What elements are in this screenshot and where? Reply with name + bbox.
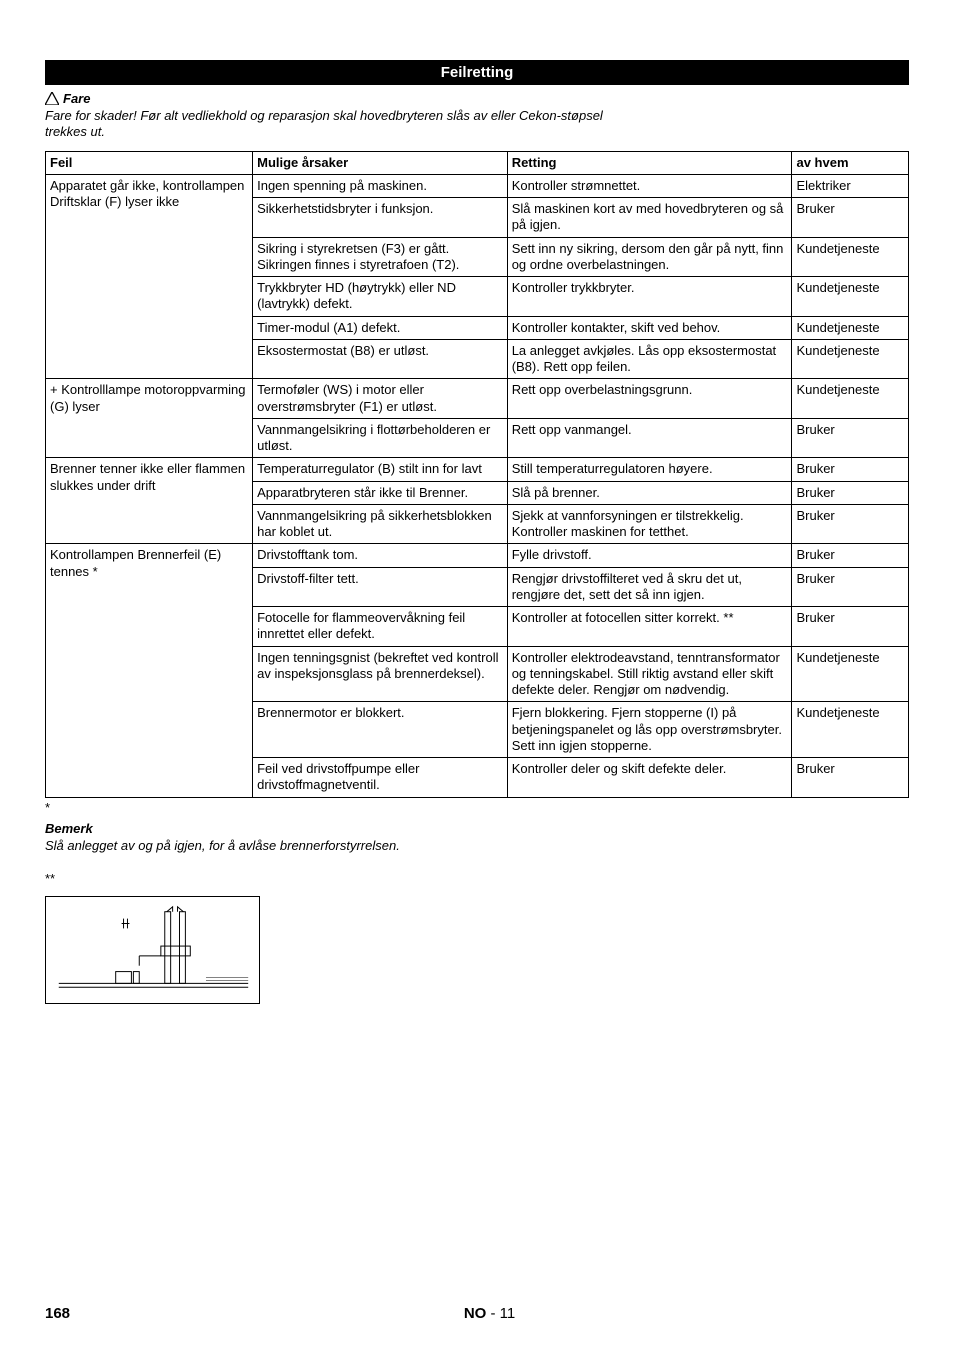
cell-avhvem: Bruker xyxy=(792,567,909,607)
cell-retting: Sjekk at vannforsyningen er tilstrekkeli… xyxy=(507,504,792,544)
table-row: Brenner tenner ikke eller flammen slukke… xyxy=(46,458,909,481)
cell-mulige: Fotocelle for flammeovervåkning feil inn… xyxy=(253,607,508,647)
cell-retting: Kontroller kontakter, skift ved behov. xyxy=(507,316,792,339)
cell-mulige: Trykkbryter HD (høytrykk) eller ND (lavt… xyxy=(253,277,508,317)
cell-mulige: Drivstoff-filter tett. xyxy=(253,567,508,607)
danger-label: Fare xyxy=(63,91,90,106)
cell-retting: Slå maskinen kort av med hovedbryteren o… xyxy=(507,198,792,238)
cell-mulige: Feil ved drivstoffpumpe eller drivstoffm… xyxy=(253,758,508,798)
cell-mulige: Sikring i styrekretsen (F3) er gått. Sik… xyxy=(253,237,508,277)
cell-retting: Kontroller deler og skift defekte deler. xyxy=(507,758,792,798)
page-footer: 168 NO - 11 xyxy=(45,1305,909,1322)
cell-avhvem: Kundetjeneste xyxy=(792,237,909,277)
footer-section: - 11 xyxy=(490,1305,515,1322)
cell-feil: Brenner tenner ikke eller flammen slukke… xyxy=(46,458,253,544)
cell-mulige: Vannmangelsikring i flottørbeholderen er… xyxy=(253,418,508,458)
cell-mulige: Temperaturregulator (B) stilt inn for la… xyxy=(253,458,508,481)
cell-retting: Still temperaturregulatoren høyere. xyxy=(507,458,792,481)
cell-mulige: Brennermotor er blokkert. xyxy=(253,702,508,758)
table-row: Apparatet går ikke, kontrollampen Drifts… xyxy=(46,174,909,197)
cell-mulige: Sikkerhetstidsbryter i funksjon. xyxy=(253,198,508,238)
cell-avhvem: Kundetjeneste xyxy=(792,702,909,758)
cell-mulige: Vannmangelsikring på sikkerhetsblokken h… xyxy=(253,504,508,544)
th-retting: Retting xyxy=(507,151,792,174)
th-mulige: Mulige årsaker xyxy=(253,151,508,174)
cell-mulige: Drivstofftank tom. xyxy=(253,544,508,567)
cell-mulige: Ingen tenningsgnist (bekreftet ved kontr… xyxy=(253,646,508,702)
cell-mulige: Eksostermostat (B8) er utløst. xyxy=(253,339,508,379)
cell-retting: Kontroller strømnettet. xyxy=(507,174,792,197)
cell-feil: Kontrollampen Brennerfeil (E) tennes * xyxy=(46,544,253,797)
cell-avhvem: Elektriker xyxy=(792,174,909,197)
note-double-asterisk: ** xyxy=(45,871,909,886)
warning-icon xyxy=(45,92,59,105)
cell-avhvem: Kundetjeneste xyxy=(792,339,909,379)
cell-avhvem: Bruker xyxy=(792,607,909,647)
cell-retting: La anlegget avkjøles. Lås opp eksostermo… xyxy=(507,339,792,379)
table-row: Kontrollampen Brennerfeil (E) tennes *Dr… xyxy=(46,544,909,567)
note-bemerk-text: Slå anlegget av og på igjen, for å avlås… xyxy=(45,838,909,853)
electrode-diagram xyxy=(45,896,260,1004)
cell-avhvem: Bruker xyxy=(792,504,909,544)
footer-lang: NO - 11 xyxy=(70,1305,909,1322)
cell-avhvem: Bruker xyxy=(792,198,909,238)
cell-avhvem: Bruker xyxy=(792,544,909,567)
cell-feil: Apparatet går ikke, kontrollampen Drifts… xyxy=(46,174,253,379)
danger-heading: Fare xyxy=(45,91,909,106)
cell-mulige: Apparatbryteren står ikke til Brenner. xyxy=(253,481,508,504)
troubleshooting-table: Feil Mulige årsaker Retting av hvem Appa… xyxy=(45,151,909,798)
th-avhvem: av hvem xyxy=(792,151,909,174)
cell-avhvem: Bruker xyxy=(792,458,909,481)
cell-avhvem: Kundetjeneste xyxy=(792,316,909,339)
cell-retting: Kontroller trykkbryter. xyxy=(507,277,792,317)
cell-retting: Fylle drivstoff. xyxy=(507,544,792,567)
cell-retting: Kontroller elektrodeavstand, tenntransfo… xyxy=(507,646,792,702)
footer-lang-code: NO xyxy=(464,1305,487,1322)
cell-avhvem: Kundetjeneste xyxy=(792,379,909,419)
table-row: + Kontrolllampe motoroppvarming (G) lyse… xyxy=(46,379,909,419)
page-number: 168 xyxy=(45,1305,70,1322)
cell-mulige: Termoføler (WS) i motor eller overstrøms… xyxy=(253,379,508,419)
cell-retting: Rengjør drivstoffilteret ved å skru det … xyxy=(507,567,792,607)
cell-retting: Kontroller at fotocellen sitter korrekt.… xyxy=(507,607,792,647)
cell-feil: + Kontrolllampe motoroppvarming (G) lyse… xyxy=(46,379,253,458)
cell-retting: Rett opp vanmangel. xyxy=(507,418,792,458)
cell-avhvem: Kundetjeneste xyxy=(792,277,909,317)
th-feil: Feil xyxy=(46,151,253,174)
cell-avhvem: Kundetjeneste xyxy=(792,646,909,702)
cell-retting: Sett inn ny sikring, dersom den går på n… xyxy=(507,237,792,277)
cell-retting: Rett opp overbelastningsgrunn. xyxy=(507,379,792,419)
note-asterisk: * xyxy=(45,800,909,815)
cell-avhvem: Bruker xyxy=(792,418,909,458)
section-header: Feilretting xyxy=(45,60,909,85)
cell-mulige: Timer-modul (A1) defekt. xyxy=(253,316,508,339)
cell-avhvem: Bruker xyxy=(792,758,909,798)
note-bemerk-label: Bemerk xyxy=(45,821,909,836)
table-header-row: Feil Mulige årsaker Retting av hvem xyxy=(46,151,909,174)
cell-retting: Slå på brenner. xyxy=(507,481,792,504)
danger-text: Fare for skader! Før alt vedliekhold og … xyxy=(45,108,605,141)
cell-retting: Fjern blokkering. Fjern stopperne (I) på… xyxy=(507,702,792,758)
cell-mulige: Ingen spenning på maskinen. xyxy=(253,174,508,197)
cell-avhvem: Bruker xyxy=(792,481,909,504)
